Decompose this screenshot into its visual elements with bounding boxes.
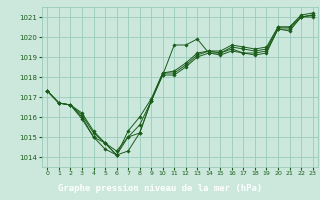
Text: Graphe pression niveau de la mer (hPa): Graphe pression niveau de la mer (hPa)	[58, 184, 262, 193]
